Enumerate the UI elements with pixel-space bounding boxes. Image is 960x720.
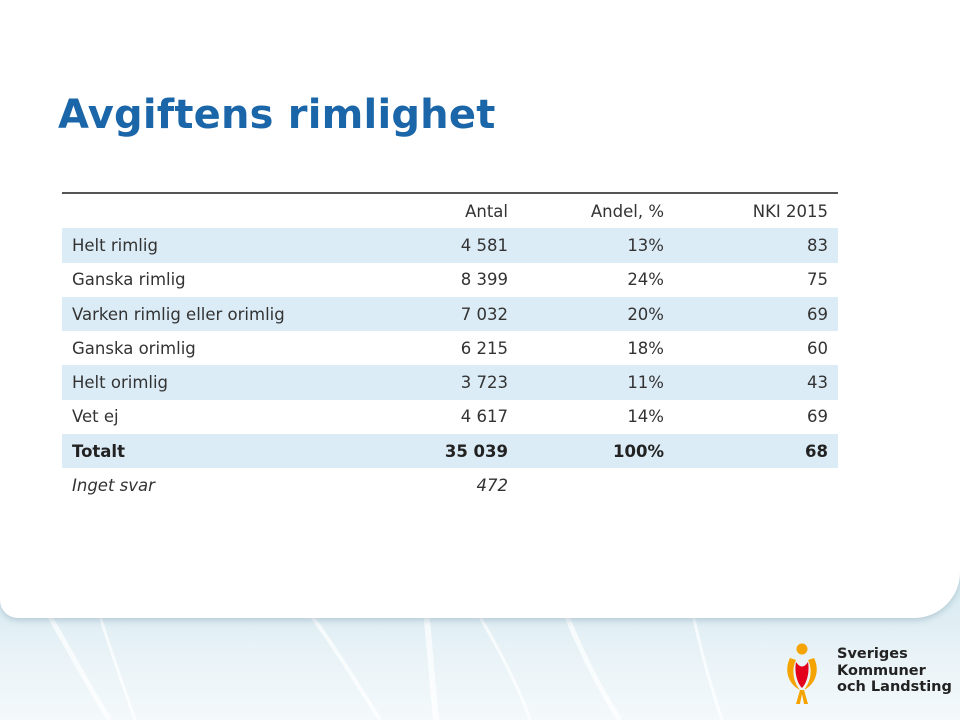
table-row: Ganska orimlig 6 215 18% 60 (62, 331, 838, 365)
row-andel: 13% (518, 228, 674, 263)
row-andel: 11% (518, 365, 674, 400)
no-answer-antal: 472 (476, 476, 509, 496)
row-nki: 69 (674, 296, 838, 332)
header-cell-nki: NKI 2015 (752, 201, 828, 221)
total-andel: 100% (518, 434, 674, 469)
no-answer-andel (518, 468, 674, 502)
header-cell-label (62, 194, 392, 228)
table-row: Varken rimlig eller orimlig 7 032 20% 69 (62, 296, 838, 332)
header-cell-antal: Antal (465, 201, 508, 221)
row-nki: 43 (674, 365, 838, 400)
row-nki: 69 (807, 407, 828, 427)
row-label: Varken rimlig eller orimlig (62, 296, 392, 332)
table-top-rule (62, 192, 838, 194)
row-antal: 4 581 (392, 228, 518, 263)
row-label: Ganska rimlig (72, 270, 186, 290)
row-label: Ganska orimlig (72, 338, 196, 358)
table-total-row: Totalt 35 039 100% 68 (62, 434, 838, 469)
table-header-row: Antal Andel, % NKI 2015 (62, 194, 838, 228)
no-answer-label: Inget svar (72, 476, 155, 496)
logo-line-3: och Landsting (837, 679, 952, 695)
table-no-answer-row: Inget svar 472 (62, 468, 838, 502)
row-nki: 60 (807, 338, 828, 358)
row-antal: 6 215 (460, 338, 508, 358)
slide-card: Avgiftens rimlighet Antal Andel, % NKI 2… (58, 92, 838, 503)
logo-line-2: Kommuner (837, 662, 926, 679)
logo-line-1: Sveriges (837, 646, 908, 662)
table-row: Helt orimlig 3 723 11% 43 (62, 365, 838, 400)
total-antal: 35 039 (392, 434, 518, 469)
row-andel: 18% (627, 338, 664, 358)
row-andel: 14% (627, 407, 664, 427)
row-antal: 4 617 (460, 407, 508, 427)
table-row: Ganska rimlig 8 399 24% 75 (62, 263, 838, 297)
data-table-container: Antal Andel, % NKI 2015 Helt rimlig 4 58… (62, 192, 838, 503)
data-table: Antal Andel, % NKI 2015 Helt rimlig 4 58… (62, 194, 838, 503)
table-row: Vet ej 4 617 14% 69 (62, 400, 838, 434)
row-antal: 7 032 (392, 296, 518, 332)
row-nki: 83 (674, 228, 838, 263)
header-cell-andel: Andel, % (590, 201, 664, 221)
row-andel: 24% (627, 270, 664, 290)
row-label: Helt orimlig (62, 365, 392, 400)
total-label: Totalt (62, 434, 392, 469)
row-andel: 20% (518, 296, 674, 332)
row-label: Helt rimlig (62, 228, 392, 263)
skl-logo: Sveriges Kommuner och Landsting (782, 640, 952, 706)
row-antal: 3 723 (392, 365, 518, 400)
skl-logo-figure-icon (787, 643, 817, 704)
no-answer-nki (674, 468, 838, 502)
table-row: Helt rimlig 4 581 13% 83 (62, 228, 838, 263)
total-nki: 68 (674, 434, 838, 469)
skl-logo-text: Sveriges Kommuner och Landsting (837, 646, 952, 696)
row-antal: 8 399 (460, 270, 508, 290)
row-nki: 75 (807, 270, 828, 290)
slide-title: Avgiftens rimlighet (58, 92, 496, 138)
row-label: Vet ej (72, 407, 119, 427)
